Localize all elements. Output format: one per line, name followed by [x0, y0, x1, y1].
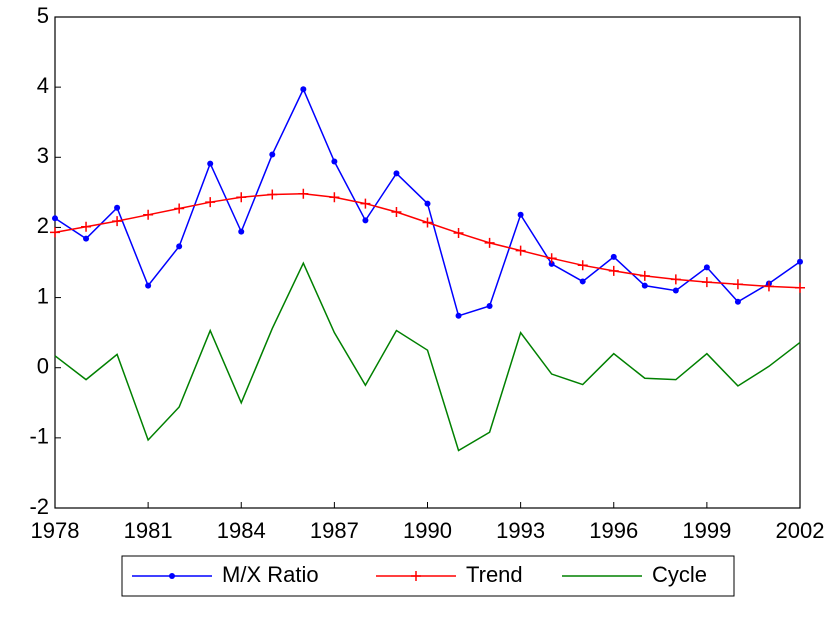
point	[50, 227, 60, 238]
point	[797, 258, 803, 265]
y-tick-label: 4	[37, 73, 49, 98]
point	[174, 203, 185, 214]
point	[515, 245, 526, 256]
point	[298, 188, 309, 199]
series-line	[54, 193, 801, 289]
x-tick-label: 1981	[124, 518, 173, 543]
point	[548, 260, 555, 267]
point	[238, 228, 245, 235]
x-tick-label: 1990	[403, 518, 452, 543]
y-tick-label: -1	[29, 424, 49, 449]
point	[546, 253, 557, 264]
point	[393, 170, 400, 177]
point	[610, 253, 617, 260]
x-tick-label: 1978	[31, 518, 80, 543]
x-tick-label: 1996	[589, 518, 638, 543]
point	[703, 264, 710, 271]
point	[672, 287, 679, 294]
point	[331, 158, 338, 165]
series-line	[54, 261, 801, 452]
x-tick-label: 2002	[776, 518, 825, 543]
point	[732, 279, 743, 290]
point	[362, 217, 369, 224]
point	[300, 86, 307, 93]
point	[424, 200, 431, 207]
point	[579, 278, 586, 285]
y-tick-label: 3	[37, 143, 49, 168]
point	[422, 217, 433, 228]
point	[269, 151, 276, 158]
legend-box	[121, 555, 735, 597]
point	[360, 198, 371, 209]
x-tick-label: 1987	[310, 518, 359, 543]
x-tick-label: 1993	[496, 518, 545, 543]
point	[763, 281, 774, 292]
point	[641, 282, 648, 289]
point	[670, 274, 681, 285]
point	[411, 571, 421, 581]
point	[329, 192, 340, 203]
point	[734, 298, 741, 305]
point	[205, 197, 216, 208]
y-tick-label: -2	[29, 494, 49, 519]
point	[114, 204, 121, 211]
y-tick-label: 2	[37, 213, 49, 238]
point	[639, 270, 650, 281]
point	[795, 282, 805, 293]
point	[267, 189, 278, 200]
point	[169, 573, 175, 579]
point	[52, 215, 58, 222]
legend-label: M/X Ratio	[222, 562, 319, 587]
y-tick-label: 5	[37, 3, 49, 28]
point	[484, 237, 495, 248]
point	[83, 235, 90, 242]
point	[176, 243, 183, 250]
x-tick-label: 1999	[682, 518, 731, 543]
point	[207, 160, 214, 167]
point	[143, 209, 154, 220]
point	[453, 228, 464, 239]
y-tick-label: 1	[37, 283, 49, 308]
x-tick-label: 1984	[217, 518, 266, 543]
point	[701, 277, 712, 288]
point	[455, 312, 462, 319]
point	[517, 211, 524, 218]
point	[391, 206, 402, 217]
point	[236, 192, 247, 203]
point	[81, 221, 92, 232]
point	[486, 302, 493, 309]
point	[145, 282, 152, 289]
point	[112, 216, 123, 227]
y-tick-label: 0	[37, 354, 49, 379]
legend-label: Cycle	[652, 562, 707, 587]
point	[577, 260, 588, 271]
legend-label: Trend	[466, 562, 523, 587]
point	[608, 265, 619, 276]
